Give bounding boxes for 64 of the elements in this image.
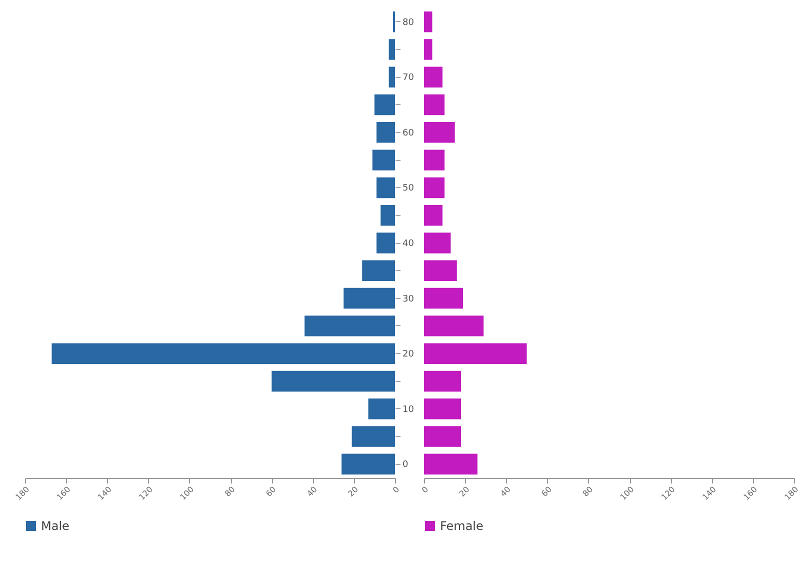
bar: [52, 343, 395, 364]
bar: [376, 122, 395, 143]
bar: [374, 94, 395, 116]
legend-label: Male: [41, 519, 70, 533]
y-tick-label: 30: [402, 294, 414, 304]
bar: [424, 316, 484, 336]
y-tick-label: 60: [402, 128, 414, 138]
y-tick-label: 20: [402, 350, 414, 360]
bar: [424, 398, 461, 420]
bar: [304, 316, 395, 336]
x-tick-label: 100: [618, 484, 636, 502]
x-tick-label: 0: [420, 484, 430, 495]
x-tick-label: 60: [540, 484, 554, 498]
legend-label: Female: [440, 519, 484, 533]
x-tick-label: 120: [137, 484, 154, 502]
bar: [272, 370, 395, 392]
x-tick-label: 60: [264, 484, 278, 498]
x-tick-label: 180: [14, 484, 32, 502]
x-tick-label: 40: [498, 484, 512, 498]
bar: [376, 232, 395, 254]
bar: [424, 260, 457, 282]
bar: [376, 177, 395, 198]
x-tick-label: 160: [742, 484, 760, 502]
y-tick-label: 70: [402, 73, 414, 84]
bar: [424, 343, 527, 364]
x-tick-label: 120: [660, 484, 677, 502]
x-tick-label: 100: [178, 484, 196, 502]
bar: [424, 370, 461, 392]
bar: [372, 150, 395, 170]
y-tick-label: 50: [402, 184, 414, 194]
y-tick-label: 10: [402, 404, 414, 415]
bar: [362, 260, 395, 282]
bar: [352, 426, 395, 447]
bar: [368, 398, 395, 420]
bar: [424, 177, 445, 198]
bar: [424, 122, 455, 143]
y-tick-label: 40: [402, 239, 414, 249]
bar: [424, 426, 461, 447]
bar: [424, 11, 432, 32]
x-tick-label: 180: [782, 484, 800, 502]
bar: [424, 94, 445, 116]
x-tick-label: 20: [458, 484, 472, 498]
y-tick-label: 0: [402, 460, 408, 470]
x-tick-label: 20: [346, 484, 360, 498]
x-tick-label: 160: [55, 484, 72, 502]
bar: [424, 66, 442, 88]
bar: [424, 232, 451, 254]
x-tick-label: 40: [305, 484, 319, 498]
bar: [388, 39, 395, 60]
bar: [344, 288, 395, 309]
bar: [424, 150, 445, 170]
x-tick-label: 80: [581, 484, 595, 498]
bar: [424, 39, 432, 60]
x-tick-label: 80: [223, 484, 237, 498]
x-tick-label: 140: [700, 484, 718, 502]
bar: [424, 288, 464, 309]
bar: [424, 204, 442, 226]
bar: [388, 66, 395, 88]
bar: [342, 454, 395, 475]
bar: [424, 454, 478, 475]
x-tick-label: 140: [96, 484, 114, 502]
y-tick-label: 80: [402, 18, 414, 28]
x-tick-label: 0: [391, 484, 402, 495]
bar: [380, 204, 395, 226]
